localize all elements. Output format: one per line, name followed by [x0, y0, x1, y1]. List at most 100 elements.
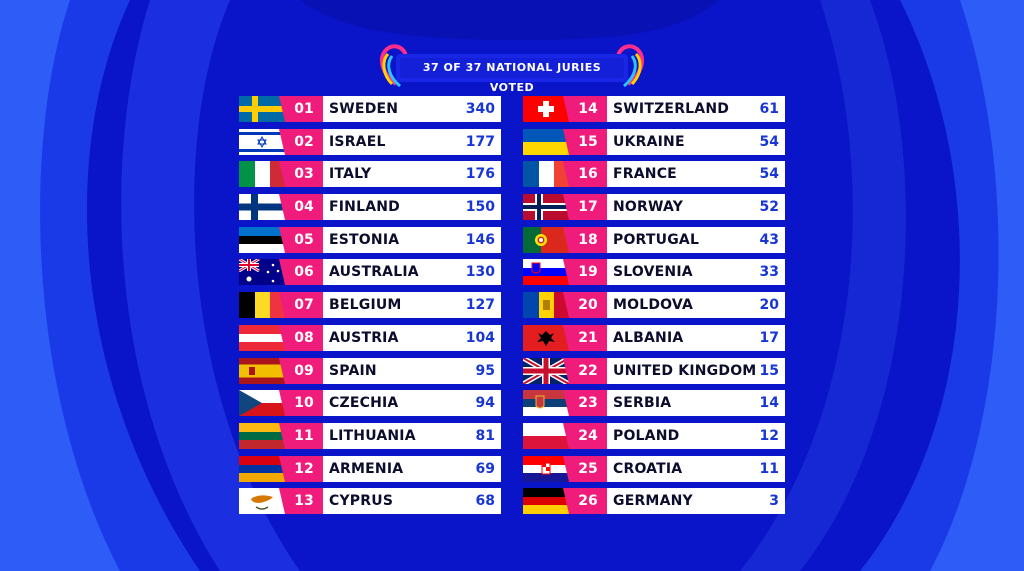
rank-number: 13: [279, 488, 323, 515]
country-panel: NORWAY 52: [607, 194, 785, 221]
country-name: SERBIA: [613, 395, 672, 412]
scoreboard-row: 05 ESTONIA 146: [239, 226, 501, 253]
country-name: SLOVENIA: [613, 264, 693, 281]
country-panel: LITHUANIA 81: [323, 422, 501, 449]
scoreboard-row: 18 PORTUGAL 43: [523, 226, 785, 253]
scoreboard-row: 25 CROATIA 11: [523, 455, 785, 482]
country-panel: SWITZERLAND 61: [607, 96, 785, 122]
armenia-flag-icon: [239, 455, 285, 482]
rank-number: 08: [279, 324, 323, 351]
points-value: 177: [465, 133, 495, 150]
sweden-flag-icon: [239, 96, 285, 122]
points-value: 150: [465, 199, 495, 216]
country-name: GERMANY: [613, 493, 693, 510]
country-panel: ISRAEL 177: [323, 128, 501, 155]
croatia-flag-icon: [523, 455, 569, 482]
rank-number: 22: [563, 357, 607, 384]
country-panel: AUSTRALIA 130: [323, 259, 501, 286]
country-name: CYPRUS: [329, 493, 394, 510]
country-panel: UNITED KINGDOM 15: [607, 357, 785, 384]
country-panel: MOLDOVA 20: [607, 292, 785, 319]
points-value: 340: [465, 101, 495, 117]
country-name: BELGIUM: [329, 297, 402, 314]
scoreboard-row: 20 MOLDOVA 20: [523, 292, 785, 319]
scoreboard-right-column: 14 SWITZERLAND 61 15 UKRAINE 54 16 FRANCE 54 17 NO…: [523, 96, 785, 521]
country-panel: SPAIN 95: [323, 357, 501, 384]
points-value: 14: [759, 395, 779, 412]
estonia-flag-icon: [239, 226, 285, 253]
scoreboard-row: 12 ARMENIA 69: [239, 455, 501, 482]
country-panel: UKRAINE 54: [607, 128, 785, 155]
points-value: 146: [465, 231, 495, 248]
points-value: 81: [475, 427, 495, 444]
points-value: 33: [759, 264, 779, 281]
country-panel: SLOVENIA 33: [607, 259, 785, 286]
scoreboard-row: 21 ALBANIA 17: [523, 324, 785, 351]
points-value: 127: [465, 297, 495, 314]
country-name: AUSTRIA: [329, 329, 399, 346]
country-name: SPAIN: [329, 362, 377, 379]
points-value: 11: [759, 460, 779, 477]
points-value: 52: [759, 199, 779, 216]
rank-number: 10: [279, 390, 323, 417]
ukraine-flag-icon: [523, 128, 569, 155]
rank-number: 21: [563, 324, 607, 351]
country-name: FRANCE: [613, 166, 677, 183]
rank-number: 11: [279, 422, 323, 449]
country-panel: FINLAND 150: [323, 194, 501, 221]
country-name: FINLAND: [329, 199, 400, 216]
points-value: 69: [475, 460, 495, 477]
country-panel: ALBANIA 17: [607, 324, 785, 351]
scoreboard-row: 10 CZECHIA 94: [239, 390, 501, 417]
country-name: ARMENIA: [329, 460, 404, 477]
country-name: POLAND: [613, 427, 680, 444]
rank-number: 04: [279, 194, 323, 221]
rank-number: 15: [563, 128, 607, 155]
country-panel: FRANCE 54: [607, 161, 785, 188]
scoreboard-row: 24 POLAND 12: [523, 422, 785, 449]
scoreboard-row: 19 SLOVENIA 33: [523, 259, 785, 286]
germany-flag-icon: [523, 488, 569, 515]
points-value: 43: [759, 231, 779, 248]
rank-number: 24: [563, 422, 607, 449]
points-value: 12: [759, 427, 779, 444]
points-value: 61: [759, 101, 779, 117]
rank-number: 09: [279, 357, 323, 384]
france-flag-icon: [523, 161, 569, 188]
country-panel: PORTUGAL 43: [607, 226, 785, 253]
country-panel: GERMANY 3: [607, 488, 785, 515]
country-name: ESTONIA: [329, 231, 400, 248]
points-value: 68: [475, 493, 495, 510]
country-name: AUSTRALIA: [329, 264, 419, 281]
country-name: ISRAEL: [329, 133, 386, 150]
israel-flag-icon: [239, 128, 285, 155]
scoreboard-row: 17 NORWAY 52: [523, 194, 785, 221]
country-name: SWITZERLAND: [613, 101, 730, 117]
country-name: CZECHIA: [329, 395, 399, 412]
juries-voted-header: 37 OF 37 NATIONAL JURIES VOTED: [376, 44, 648, 94]
rank-number: 03: [279, 161, 323, 188]
rank-number: 02: [279, 128, 323, 155]
country-panel: ARMENIA 69: [323, 455, 501, 482]
points-value: 94: [475, 395, 495, 412]
rank-number: 17: [563, 194, 607, 221]
points-value: 130: [465, 264, 495, 281]
country-panel: ITALY 176: [323, 161, 501, 188]
country-name: ALBANIA: [613, 329, 684, 346]
country-name: PORTUGAL: [613, 231, 700, 248]
scoreboard-row: 03 ITALY 176: [239, 161, 501, 188]
scoreboard-row: 13 CYPRUS 68: [239, 488, 501, 515]
albania-flag-icon: [523, 324, 569, 351]
points-value: 104: [465, 329, 495, 346]
scoreboard-row: 14 SWITZERLAND 61: [523, 96, 785, 122]
country-name: ITALY: [329, 166, 372, 183]
rank-number: 12: [279, 455, 323, 482]
scoreboard-row: 26 GERMANY 3: [523, 488, 785, 515]
country-panel: BELGIUM 127: [323, 292, 501, 319]
country-panel: CROATIA 11: [607, 455, 785, 482]
points-value: 3: [769, 493, 779, 510]
scoreboard-row: 08 AUSTRIA 104: [239, 324, 501, 351]
country-name: LITHUANIA: [329, 427, 416, 444]
points-value: 54: [759, 166, 779, 183]
